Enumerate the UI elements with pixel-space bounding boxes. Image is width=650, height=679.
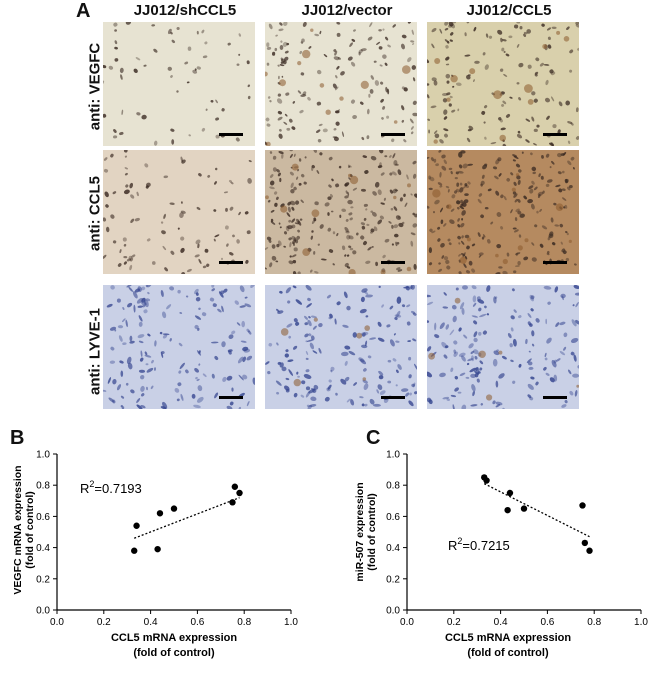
chart-c-annotation-r: R [448,538,457,553]
micrograph-lyve1-shccl5 [103,285,255,409]
micrograph-ccl5-shccl5 [103,150,255,274]
chart-c-data-point [504,506,511,514]
chart-b-annotation-value: =0.7193 [94,481,141,496]
chart-c-x-tick-label: 1.0 [634,617,648,628]
scale-bar [219,261,243,264]
chart-c-data-point [579,502,586,509]
scale-bar [381,396,405,399]
chart-b-y-tick-label: 1.0 [36,450,50,461]
chart-b-xlabel-2: (fold of control) [133,647,215,659]
chart-b-x-tick-label: 1.0 [284,617,298,628]
scale-bar [219,133,243,136]
chart-c-y-tick-label: 0.0 [386,606,400,617]
chart-b-data-point [236,489,243,497]
chart-b-ylabel-2: (fold of control) [24,491,36,569]
chart-b-y-tick-label: 0.8 [36,481,50,492]
chart-c-data-point [483,477,490,484]
chart-b-data-point [154,545,161,553]
chart-b-data-point [229,499,236,506]
scale-bar [381,261,405,264]
chart-c-xlabel-1: CCL5 mRNA expression [445,632,571,644]
scale-bar [219,396,243,399]
chart-b: VEGFC mRNA expression (fold of control) … [0,440,320,674]
chart-b-ylabel-1: VEGFC mRNA expression [12,465,24,594]
chart-b-annotation-r: R [80,481,89,496]
scale-bar [381,133,405,136]
chart-b-data-point [156,510,164,517]
micrograph-ccl5-ccl5 [427,150,579,274]
chart-b-y-tick-label: 0.0 [36,606,50,617]
scale-bar [543,261,567,264]
chart-b-x-tick-label: 0.0 [50,617,64,628]
column-header-ccl5: JJ012/CCL5 [466,2,552,19]
chart-c-x-tick-label: 0.8 [587,617,601,628]
micrograph-ccl5-vector [265,150,417,274]
panel-c-letter: C [366,427,381,449]
chart-c-x-tick-label: 0.4 [494,617,508,628]
chart-c-x-tick-label: 0.0 [400,617,414,628]
micrograph-lyve1-ccl5 [427,285,579,409]
chart-b-data-point [231,483,239,490]
row-label-lyve1: anti: LYVE-1 [86,308,104,395]
chart-c-xlabel-2: (fold of control) [467,647,549,659]
chart-b-x-tick-label: 0.6 [190,617,204,628]
chart-c-ylabel-2: (fold of control) [366,493,378,571]
chart-c-data-point [520,505,528,512]
chart-c-y-tick-label: 0.8 [386,481,400,492]
chart-c-data-point [581,539,589,547]
chart-c-y-tick-label: 0.2 [386,574,400,585]
micrograph-vegfc-shccl5 [103,22,255,146]
chart-b-data-point [133,522,140,529]
chart-b-annotation: R2=0.7193 [80,479,142,496]
micrograph-vegfc-vector [265,22,417,146]
chart-b-y-tick-label: 0.4 [36,543,50,554]
chart-c-annotation-sup: 2 [457,536,462,546]
micrograph-vegfc-ccl5 [427,22,579,146]
chart-b-svg: VEGFC mRNA expression (fold of control) … [12,450,298,660]
chart-c-annotation: R2=0.7215 [448,536,510,553]
chart-c-trendline [483,483,590,538]
chart-b-y-tick-label: 0.6 [36,512,50,523]
chart-b-data-point [170,505,178,512]
panel-a-letter: A [76,0,91,22]
chart-b-data-point [131,547,138,554]
chart-b-trendline [133,497,240,539]
chart-b-x-tick-label: 0.8 [237,617,251,628]
chart-b-y-tick-label: 0.2 [36,574,50,585]
column-header-vector: JJ012/vector [301,2,393,19]
chart-b-annotation-sup: 2 [89,479,94,489]
chart-c-data-point [506,489,514,497]
chart-c-data-point [586,547,593,554]
chart-c-y-tick-label: 0.4 [386,543,400,554]
chart-c-x-tick-label: 0.2 [447,617,461,628]
chart-c-svg: miR-507 expression (fold of control) CCL… [354,450,648,660]
micrograph-lyve1-vector [265,285,417,409]
chart-c-y-tick-label: 0.6 [386,512,400,523]
chart-c-y-tick-label: 1.0 [386,450,400,461]
row-label-ccl5: anti: CCL5 [86,176,104,251]
chart-b-x-tick-label: 0.4 [144,617,158,628]
column-header-shccl5: JJ012/shCCL5 [133,2,237,19]
chart-c-ylabel-1: miR-507 expression [354,482,366,581]
scale-bar [543,396,567,399]
panel-b-letter: B [10,427,25,449]
chart-b-xlabel-1: CCL5 mRNA expression [111,632,237,644]
scale-bar [543,133,567,136]
chart-b-x-tick-label: 0.2 [97,617,111,628]
chart-c-x-tick-label: 0.6 [540,617,554,628]
row-label-vegfc: anti: VEGFC [86,42,104,131]
chart-c-annotation-value: =0.7215 [462,538,509,553]
chart-c: miR-507 expression (fold of control) CCL… [335,440,650,674]
